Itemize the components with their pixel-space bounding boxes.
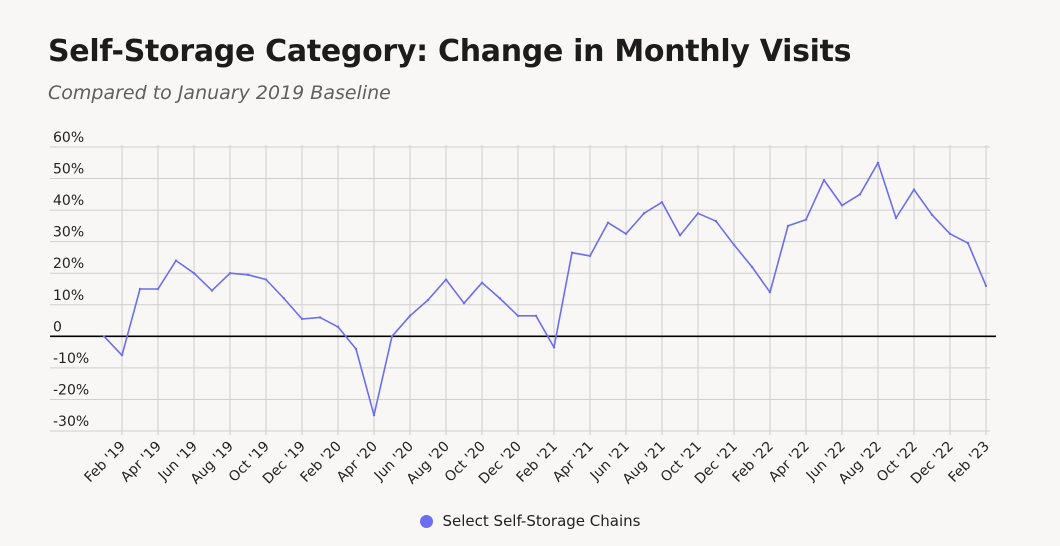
chart-subtitle: Compared to January 2019 Baseline	[48, 82, 391, 104]
data-point	[786, 224, 790, 228]
y-tick-label: 0	[53, 319, 62, 335]
data-point	[498, 297, 502, 300]
data-point	[624, 232, 628, 235]
data-point	[210, 289, 214, 292]
data-point	[930, 213, 934, 217]
x-tick-label: Feb '23	[946, 439, 993, 486]
data-point	[354, 347, 358, 351]
data-point	[840, 204, 844, 207]
data-point	[120, 354, 124, 357]
data-point	[444, 278, 448, 281]
data-point	[732, 243, 736, 247]
series-layer	[102, 161, 988, 417]
x-tick-label: Apr '20	[334, 439, 381, 486]
data-point	[480, 281, 484, 284]
series-line	[103, 162, 987, 417]
y-tick-label: -10%	[53, 351, 89, 367]
data-point	[174, 259, 178, 262]
legend: Select Self-Storage Chains	[0, 512, 1060, 530]
data-point	[894, 216, 898, 220]
y-tick-label: 40%	[53, 193, 84, 209]
y-tick-label: 10%	[53, 288, 84, 304]
x-tick-label: Apr '21	[550, 439, 597, 486]
x-tick-label: Apr '22	[766, 439, 813, 486]
data-point	[768, 290, 772, 294]
x-gridlines	[121, 145, 987, 435]
data-point	[102, 335, 106, 338]
data-point	[948, 232, 952, 235]
data-point	[408, 314, 412, 318]
data-point	[156, 287, 160, 291]
data-point	[696, 212, 700, 215]
data-point	[822, 178, 826, 182]
data-point	[678, 234, 682, 237]
data-point	[660, 201, 664, 204]
data-point	[264, 278, 268, 281]
data-point	[462, 302, 466, 305]
data-point	[714, 219, 718, 223]
y-tick-label: 50%	[53, 162, 84, 178]
chart-title: Self-Storage Category: Change in Monthly…	[48, 34, 852, 69]
y-axis-tick-labels: 60% 50% 40% 30% 20% 10% 0 -10% -20% -30%	[53, 130, 89, 430]
data-point	[192, 272, 196, 275]
y-tick-label: 20%	[53, 256, 84, 272]
data-point	[372, 414, 376, 417]
data-point	[138, 287, 142, 291]
data-point	[300, 317, 304, 321]
data-point	[336, 325, 340, 329]
data-point	[228, 272, 232, 275]
data-point	[804, 218, 808, 221]
y-tick-label: -30%	[53, 414, 89, 430]
data-point	[984, 284, 988, 288]
legend-label: Select Self-Storage Chains	[442, 512, 641, 530]
data-point	[570, 251, 574, 254]
legend-marker-icon	[419, 514, 433, 528]
data-point	[534, 314, 538, 318]
y-tick-label: -20%	[53, 382, 89, 398]
y-tick-label: 60%	[53, 130, 84, 146]
data-point	[318, 316, 322, 319]
data-point	[282, 297, 286, 300]
data-point	[588, 254, 592, 258]
data-point	[246, 273, 250, 276]
y-tick-label: 30%	[53, 225, 84, 241]
data-point	[606, 221, 610, 224]
data-point	[912, 188, 916, 191]
y-gridlines	[50, 146, 990, 432]
data-point	[876, 161, 880, 164]
data-point	[426, 298, 430, 302]
data-point	[552, 346, 556, 349]
data-point	[750, 265, 754, 269]
data-point	[516, 314, 520, 318]
data-point	[642, 212, 646, 215]
x-tick-label: Apr '19	[118, 439, 165, 486]
data-point	[858, 193, 862, 196]
data-point	[966, 242, 970, 245]
data-point	[390, 335, 394, 338]
